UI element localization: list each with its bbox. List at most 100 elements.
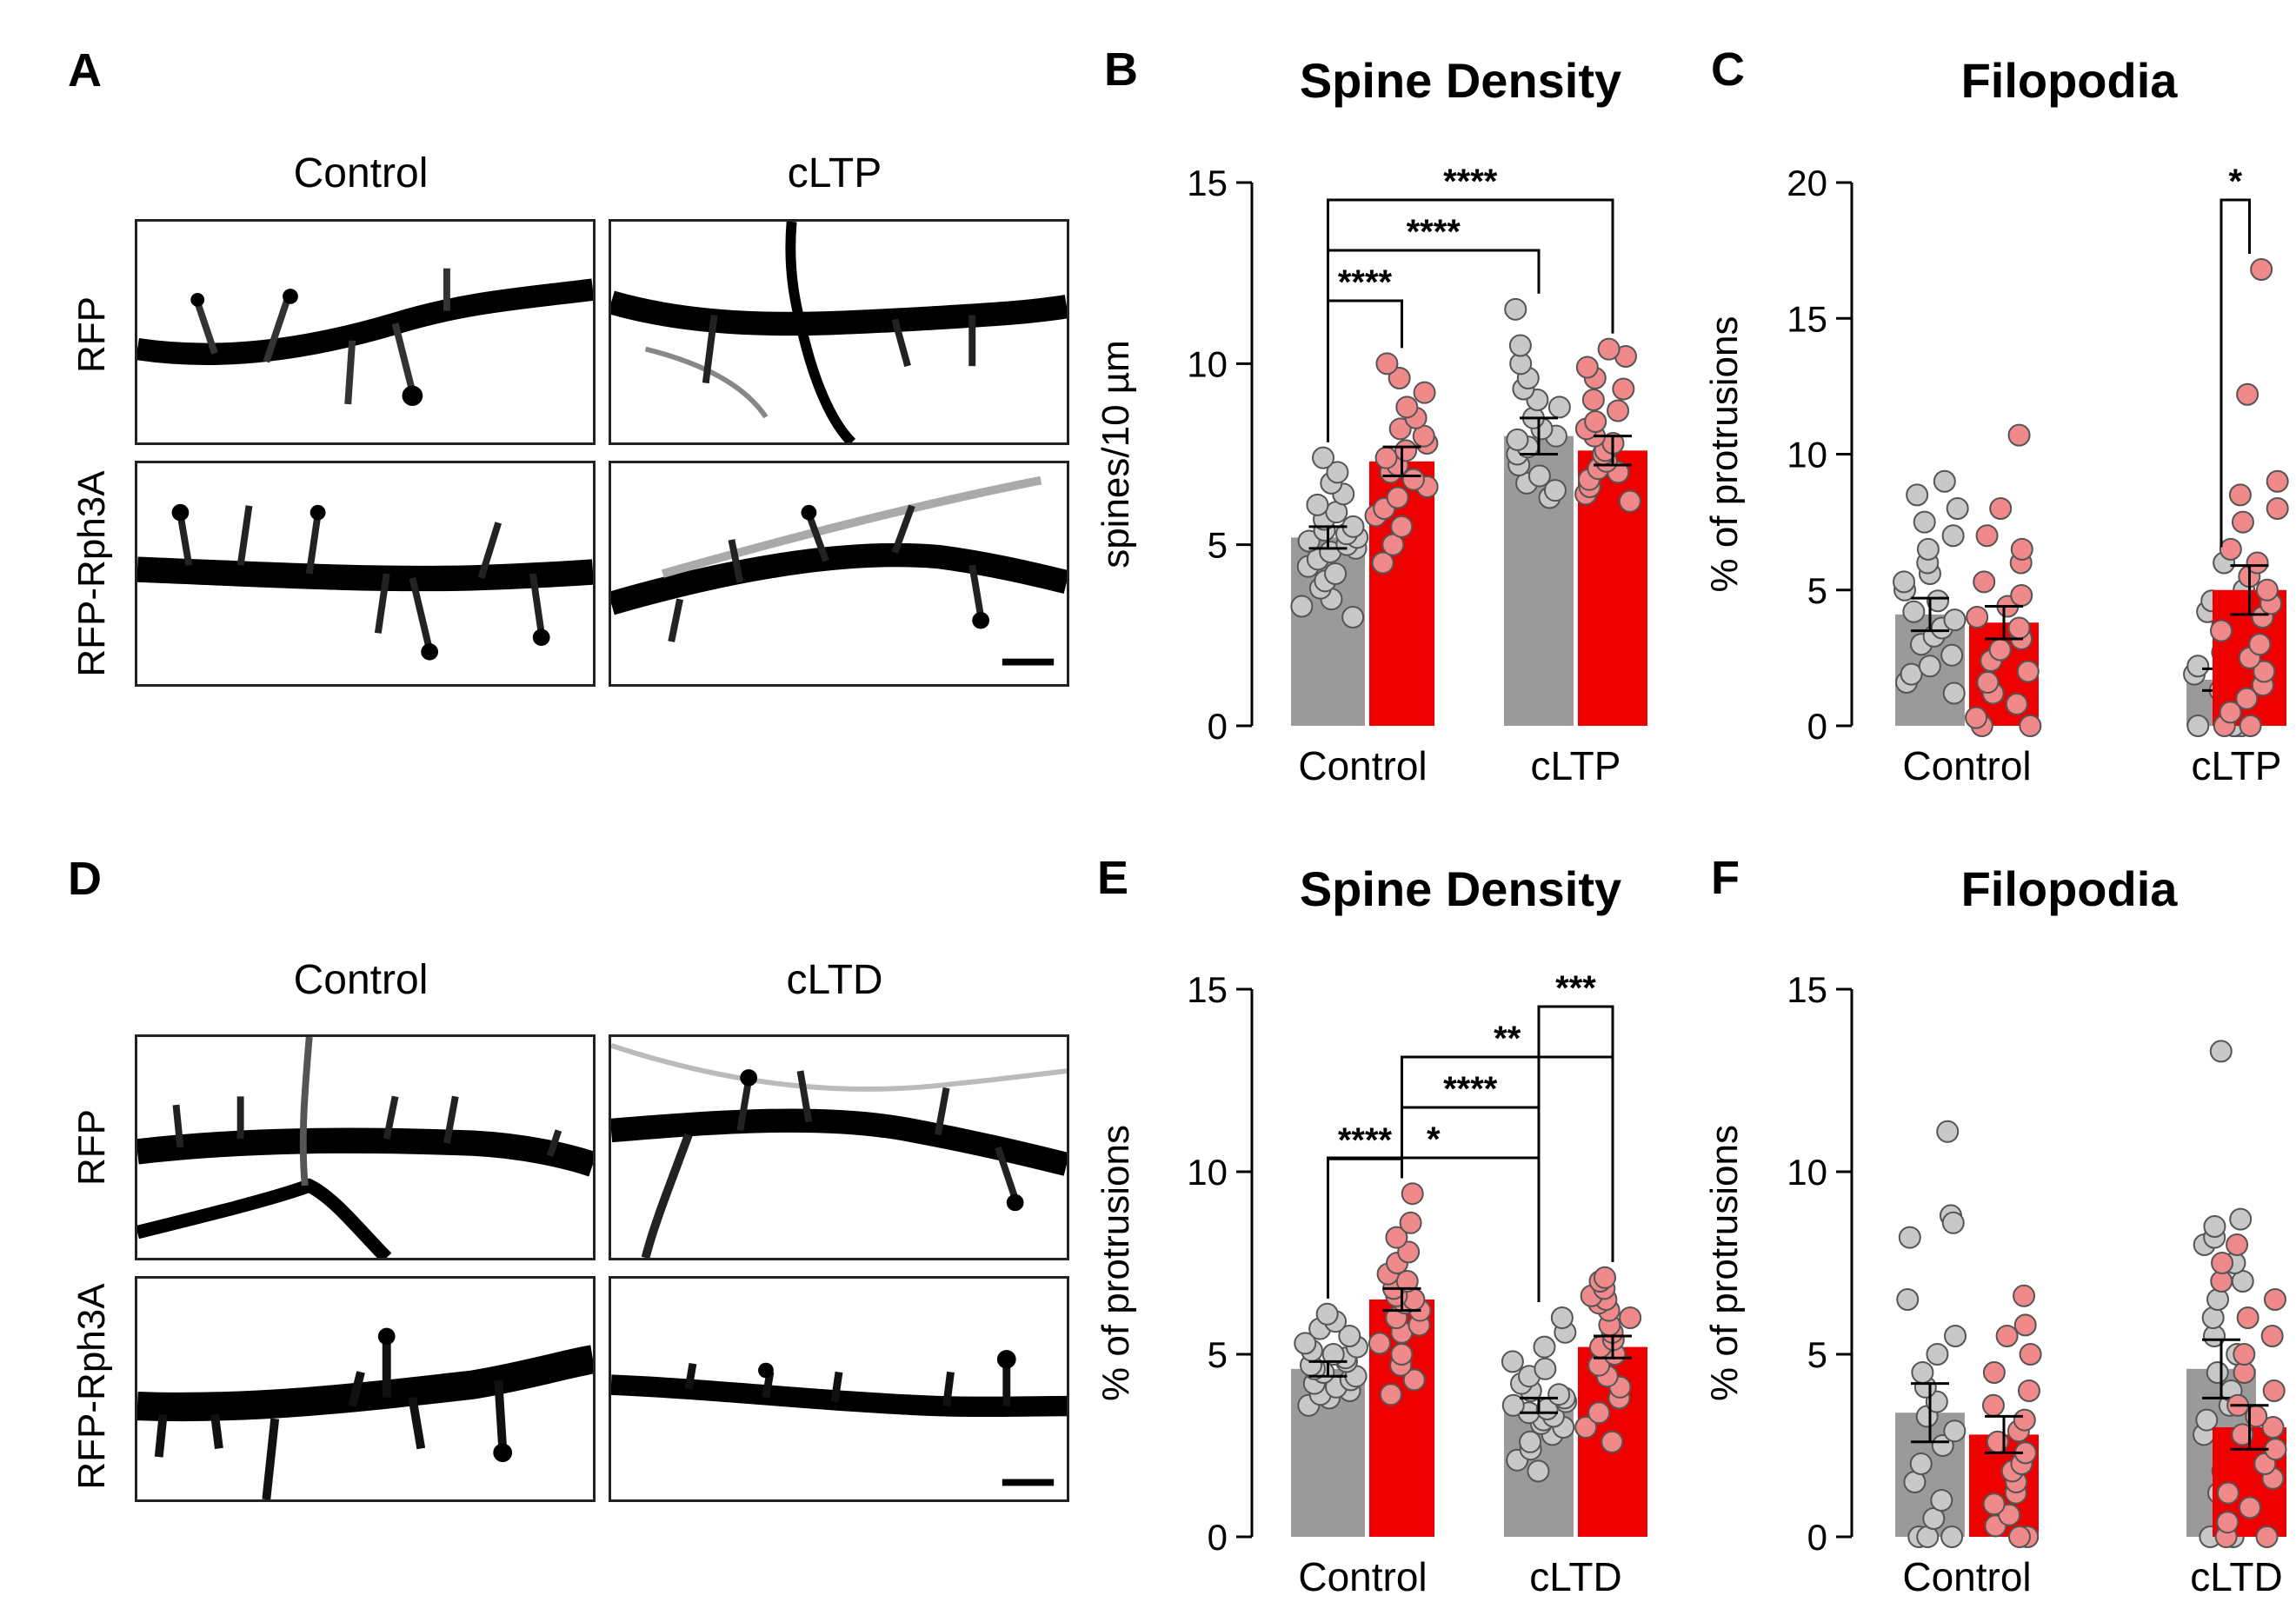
data-point [2260,1325,2284,1347]
data-point [1547,1383,1571,1406]
data-point [1386,486,1409,509]
data-point [1981,1393,2005,1417]
data-point [2239,715,2262,737]
data-point [1326,461,1349,484]
data-point [1315,1302,1339,1326]
significance-label: * [1427,1120,1441,1159]
data-point [1911,1361,1934,1384]
data-point [1321,1343,1345,1366]
data-point [1900,662,1923,686]
data-point [1534,1357,1557,1380]
significance-label: *** [1555,969,1596,1007]
data-point [1297,529,1321,553]
significance-label: * [2228,163,2242,201]
data-point [1527,464,1551,488]
data-point [1294,1332,1317,1355]
significance-label: **** [1443,1070,1498,1108]
data-point [1898,1226,1921,1249]
y-tick-label: 0 [1208,706,1228,747]
significance-bracket [1537,1005,1614,1302]
data-point [1612,377,1635,401]
data-point [1946,497,1969,520]
data-point [1381,533,1405,556]
data-point [1388,417,1412,441]
data-point [2235,687,2259,710]
data-point [1390,1343,1414,1366]
data-point [1936,1120,1960,1143]
column-title-cltp: cLTP [787,150,882,196]
data-point [1375,352,1399,376]
column-title-control-d: Control [293,957,429,1003]
data-point [1584,410,1607,433]
data-point [1896,1288,1920,1311]
significance-bracket [1327,1156,1541,1302]
data-point [1306,493,1329,516]
significance-bracket [1401,1055,1614,1262]
chart-c: C Filopodia % of protrusions 0 5 10 15 20 Contro… [1703,43,2289,788]
data-point [1501,1350,1524,1373]
data-point [1597,337,1621,361]
data-point [2010,584,2033,607]
significance-label: **** [1338,1121,1393,1160]
data-point [1533,1335,1556,1359]
data-point [1504,297,1527,321]
data-point [2261,1416,2285,1439]
data-point [1547,396,1571,419]
data-point [2246,551,2269,575]
y-tick-label: 15 [1187,969,1228,1010]
y-tick-label: 5 [1807,570,1827,611]
data-point [1618,489,1641,513]
data-point [2255,1526,2279,1548]
data-point [2229,1207,2253,1231]
panel-label-f: F [1711,852,1740,904]
data-point [2019,1343,2042,1366]
data-point [1575,356,1599,379]
x-category-label: cLTP [1531,743,1621,788]
data-point [1941,1211,1965,1234]
micrograph-d-rph3a-cltd [609,1276,1069,1502]
data-point [1989,497,2013,520]
data-point [1965,706,1988,729]
data-point [1916,537,1940,561]
data-point [2248,633,2272,656]
data-point [1973,570,1996,594]
y-tick-label: 15 [1787,298,1827,339]
chart-b: B Spine Density spines/10 µm 0 5 10 15 Control c… [1095,43,1647,788]
data-point [1388,367,1411,389]
data-point [1966,606,1989,628]
x-category-label: Control [1902,1554,2031,1599]
y-tick-label: 20 [1787,163,1827,203]
micrograph-d-rfp-cltd [609,1034,1069,1260]
significance-label: ** [1494,1020,1521,1058]
data-point [2206,1361,2229,1384]
data-point [2017,1379,2040,1402]
data-point [1918,655,1941,678]
data-point [1312,446,1335,469]
y-axis-label: % of protrusions [1095,1125,1137,1401]
data-point [2016,660,2040,683]
data-point [1998,1503,2021,1526]
data-point [1940,1526,1964,1548]
significance-bracket [1327,198,1614,442]
data-point [1976,671,2000,694]
panel-label-e: E [1097,852,1128,904]
data-point [1930,1489,1953,1512]
y-axis-label: % of protrusions [1703,316,1746,593]
data-point [1338,1325,1361,1347]
data-point [2253,660,2276,683]
data-point [2231,1423,2254,1446]
data-point [1401,1182,1424,1206]
data-point [2005,693,2028,715]
data-point [2019,715,2042,737]
data-point [2013,1408,2036,1432]
chart-f: F Filopodia % of protrusions 0 5 10 15 Control c… [1703,852,2287,1599]
data-point [2219,537,2242,561]
data-point [2186,655,2210,678]
data-point [1413,381,1436,404]
y-tick-label: 10 [1187,343,1228,384]
data-point [1395,1270,1419,1293]
panel-label-b: B [1104,43,1138,96]
y-tick-label: 5 [1208,525,1228,566]
data-point [1988,638,2012,661]
data-point [2186,715,2210,737]
